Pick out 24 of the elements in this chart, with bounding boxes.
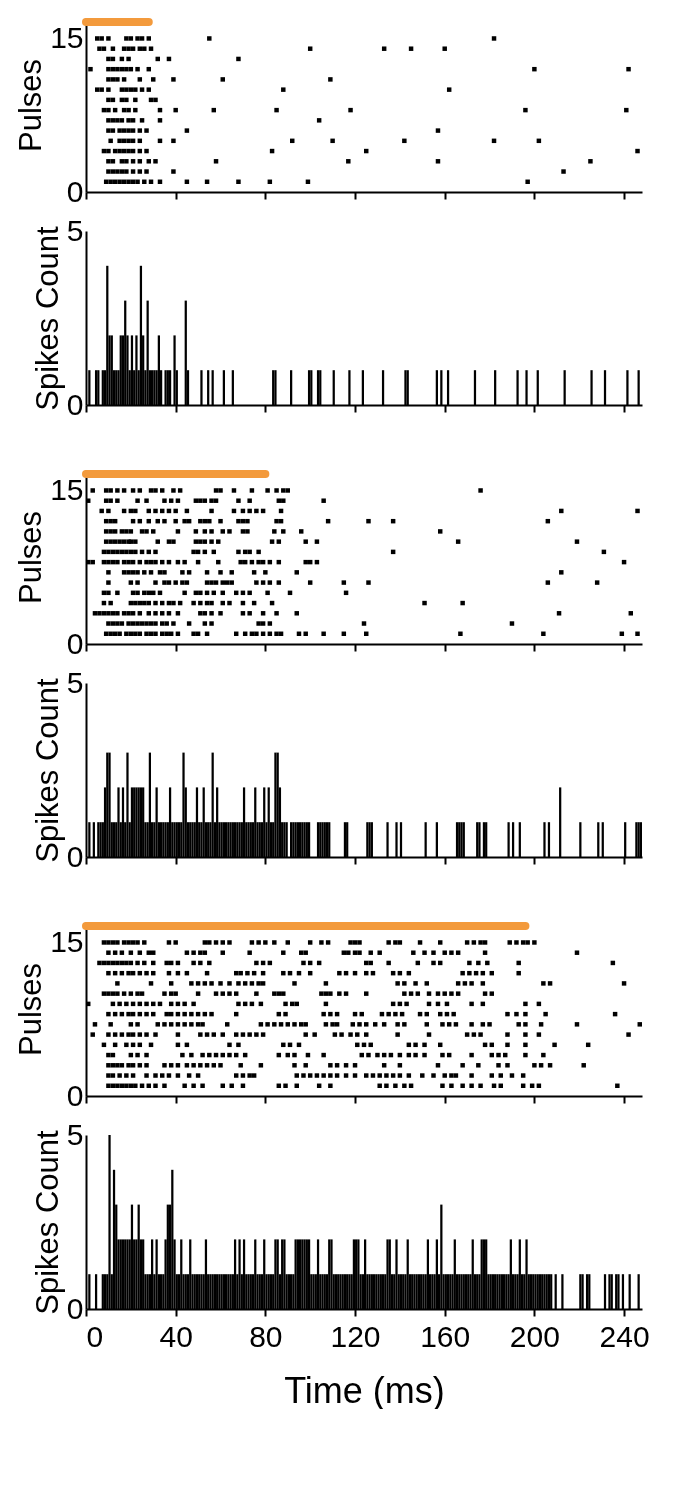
x-tick-label: 80 [249, 1319, 283, 1353]
x-tick-label: 160 [420, 1319, 471, 1353]
y-tick-label: 0 [66, 174, 84, 208]
y-tick-label: 0 [66, 1078, 84, 1112]
x-tick-label: 40 [159, 1319, 193, 1353]
y-axis-title: Spikes Count [29, 225, 65, 411]
x-tick-label: 240 [599, 1319, 650, 1353]
y-axis-title: Spikes Count [29, 1129, 65, 1315]
y-tick-label: 0 [66, 626, 84, 660]
y-tick-label: 0 [66, 387, 84, 421]
y-tick-label: 5 [66, 213, 84, 247]
y-tick-label: 15 [50, 472, 84, 506]
y-axis-title: Pulses [13, 58, 49, 153]
y-axis-title: Spikes Count [29, 677, 65, 863]
y-axis-title: Pulses [13, 510, 49, 605]
y-tick-label: 15 [50, 20, 84, 54]
y-tick-label: 0 [66, 839, 84, 873]
y-tick-label: 0 [66, 1291, 84, 1325]
y-tick-label: 5 [66, 1117, 84, 1151]
y-axis-title: Pulses [13, 962, 49, 1057]
y-tick-label: 15 [50, 924, 84, 958]
x-tick-label: 120 [330, 1319, 381, 1353]
x-tick-label: 200 [509, 1319, 560, 1353]
y-tick-label: 5 [66, 665, 84, 699]
